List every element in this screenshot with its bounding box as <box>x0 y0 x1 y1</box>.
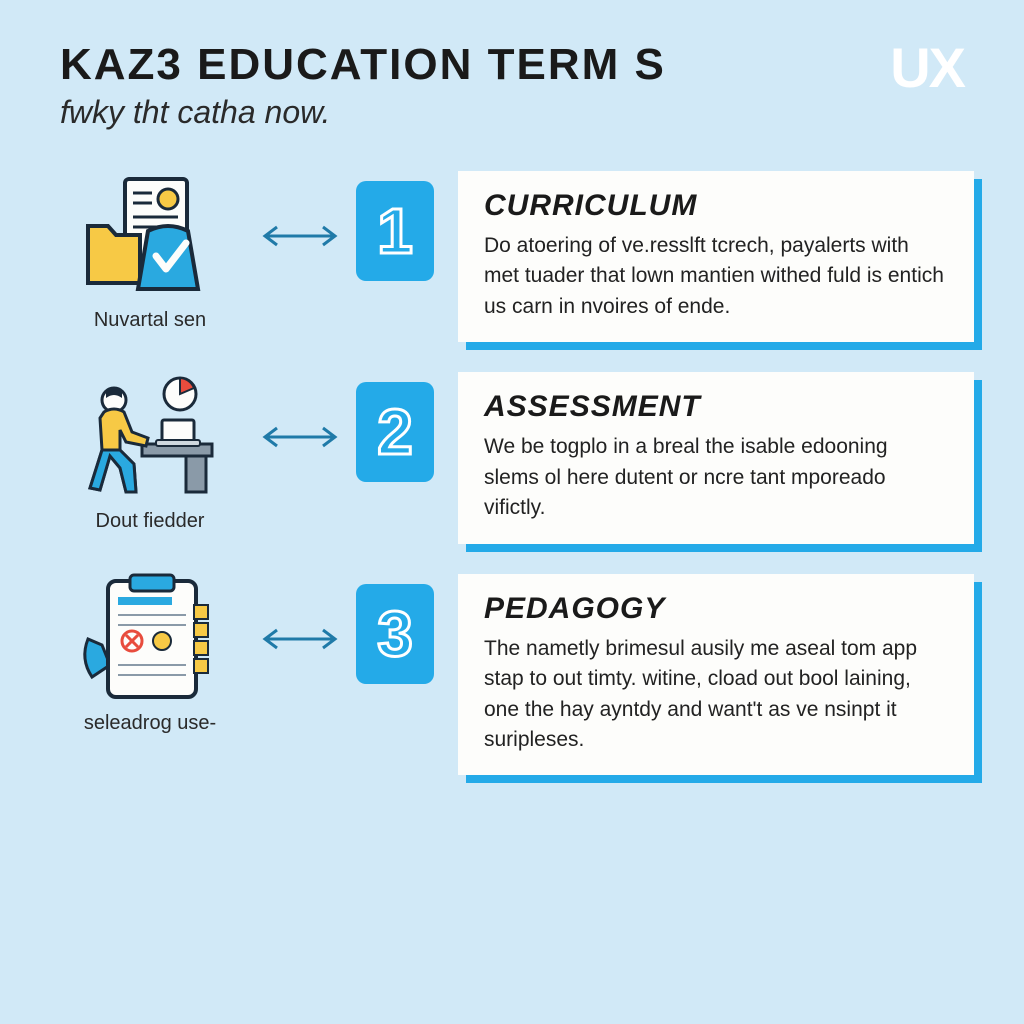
term-row: seleadrog use- 3 PEDAGOGY The nametly br… <box>50 574 974 776</box>
arrow-column <box>250 171 350 301</box>
icon-caption: Dout fiedder <box>96 510 205 533</box>
card-title: CURRICULUM <box>484 189 948 223</box>
number-column: 3 <box>350 574 440 684</box>
number-badge: 1 <box>356 181 434 281</box>
card-body: We be togplo in a breal the isable edoon… <box>484 432 948 523</box>
number-badge: 3 <box>356 584 434 684</box>
icon-caption: Nuvartal sen <box>94 309 206 332</box>
card-title: ASSESSMENT <box>484 390 948 424</box>
rows-container: Nuvartal sen 1 CURRICULUM Do atoering of… <box>0 141 1024 775</box>
header: KAZ3 EDUCATION TERM S fwky tht catha now… <box>0 0 1024 141</box>
arrow-column <box>250 372 350 502</box>
number-glyph: 1 <box>377 194 413 268</box>
number-glyph: 3 <box>377 597 413 671</box>
documents-icon <box>70 171 230 301</box>
icon-caption: seleadrog use- <box>84 712 216 735</box>
card-column: CURRICULUM Do atoering of ve.resslft tcr… <box>440 171 974 342</box>
arrow-column <box>250 574 350 704</box>
number-badge: 2 <box>356 382 434 482</box>
page-title: KAZ3 EDUCATION TERM S <box>60 40 890 90</box>
card-body: Do atoering of ve.resslft tcrech, payale… <box>484 231 948 322</box>
icon-column: seleadrog use- <box>50 574 250 735</box>
card-title: PEDAGOGY <box>484 592 948 626</box>
card-column: PEDAGOGY The nametly brimesul ausily me … <box>440 574 974 776</box>
number-column: 1 <box>350 171 440 281</box>
term-card: PEDAGOGY The nametly brimesul ausily me … <box>458 574 974 776</box>
logo: UX <box>890 40 964 96</box>
icon-column: Dout fiedder <box>50 372 250 533</box>
number-column: 2 <box>350 372 440 482</box>
term-card: CURRICULUM Do atoering of ve.resslft tcr… <box>458 171 974 342</box>
double-arrow-icon <box>255 422 345 452</box>
term-row: Nuvartal sen 1 CURRICULUM Do atoering of… <box>50 171 974 342</box>
student-desk-icon <box>70 372 230 502</box>
clipboard-icon <box>70 574 230 704</box>
double-arrow-icon <box>255 221 345 251</box>
term-row: Dout fiedder 2 ASSESSMENT We be togplo i… <box>50 372 974 543</box>
icon-column: Nuvartal sen <box>50 171 250 332</box>
term-card: ASSESSMENT We be togplo in a breal the i… <box>458 372 974 543</box>
number-glyph: 2 <box>377 395 413 469</box>
card-body: The nametly brimesul ausily me aseal tom… <box>484 634 948 756</box>
title-block: KAZ3 EDUCATION TERM S fwky tht catha now… <box>60 40 890 131</box>
double-arrow-icon <box>255 624 345 654</box>
card-column: ASSESSMENT We be togplo in a breal the i… <box>440 372 974 543</box>
page-subtitle: fwky tht catha now. <box>60 94 890 131</box>
